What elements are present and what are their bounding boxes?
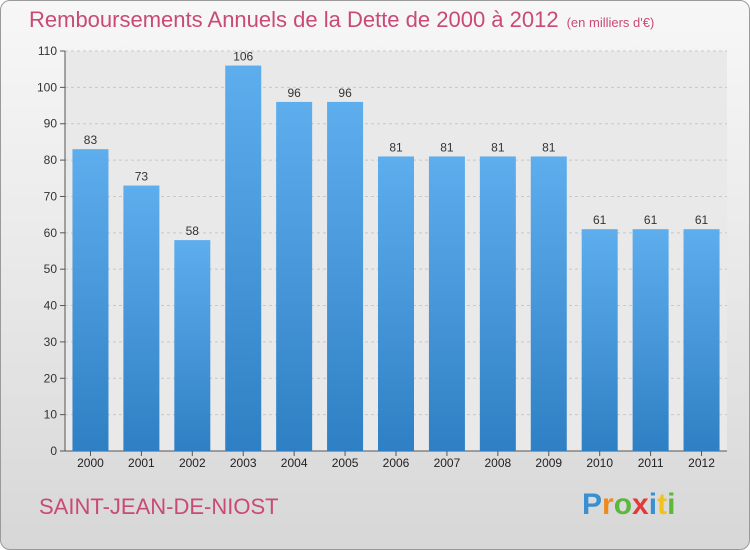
title-text: Remboursements Annuels de la Dette de 20…	[29, 7, 559, 32]
bar	[428, 156, 465, 452]
x-tick-label: 2007	[434, 456, 461, 470]
x-tick-label: 2009	[535, 456, 562, 470]
data-label: 61	[644, 213, 658, 227]
data-label: 81	[542, 140, 556, 154]
data-label: 96	[287, 86, 301, 100]
logo-letter: i	[667, 488, 676, 521]
x-tick-label: 2004	[281, 456, 308, 470]
y-tick-label: 30	[44, 335, 58, 349]
logo-letter: P	[582, 488, 603, 521]
logo-letter: o	[613, 488, 633, 521]
proxiti-logo: Proxiti	[582, 488, 675, 522]
data-label: 83	[84, 133, 98, 147]
x-tick-label: 2008	[484, 456, 511, 470]
data-label: 73	[135, 170, 149, 184]
data-label: 106	[233, 50, 253, 64]
x-tick-label: 2001	[128, 456, 155, 470]
bar	[683, 229, 720, 451]
data-label: 58	[186, 224, 200, 238]
y-tick-label: 100	[37, 80, 57, 94]
x-tick-label: 2002	[179, 456, 206, 470]
x-tick-label: 2003	[230, 456, 257, 470]
logo-letter: i	[648, 488, 658, 521]
y-tick-label: 20	[44, 371, 58, 385]
units-note: (en milliers d'€)	[566, 15, 655, 30]
bar	[174, 240, 211, 451]
y-tick-label: 60	[44, 226, 58, 240]
bar	[276, 101, 313, 451]
place-name: SAINT-JEAN-DE-NIOST	[39, 494, 279, 519]
bar	[327, 101, 364, 451]
data-label: 96	[338, 86, 352, 100]
bar	[225, 65, 262, 451]
x-tick-label: 2006	[383, 456, 410, 470]
y-tick-label: 90	[44, 117, 58, 131]
y-tick-label: 70	[44, 189, 58, 203]
bar	[72, 149, 109, 451]
x-tick-label: 2012	[688, 456, 715, 470]
bar	[123, 185, 160, 451]
chart-title: Remboursements Annuels de la Dette de 20…	[29, 7, 654, 33]
data-label: 81	[491, 140, 505, 154]
logo-letter: x	[632, 488, 649, 521]
data-label: 81	[389, 140, 403, 154]
bar	[378, 156, 414, 452]
y-tick-label: 10	[44, 408, 58, 422]
bar	[581, 229, 618, 451]
y-tick-label: 0	[50, 444, 57, 458]
y-tick-label: 50	[44, 262, 58, 276]
bar	[530, 156, 567, 452]
data-label: 61	[695, 213, 709, 227]
y-tick-label: 110	[38, 44, 57, 58]
x-tick-label: 2005	[332, 456, 359, 470]
bar	[632, 229, 669, 451]
y-tick-label: 40	[44, 299, 58, 313]
x-tick-label: 2010	[586, 456, 613, 470]
data-label: 61	[593, 213, 607, 227]
logo-letter: t	[657, 488, 668, 521]
data-label: 81	[440, 140, 454, 154]
x-tick-label: 2011	[638, 456, 664, 470]
logo-letter: r	[602, 488, 614, 521]
x-tick-label: 2000	[77, 456, 104, 470]
bar	[479, 156, 516, 452]
y-tick-label: 80	[44, 153, 58, 167]
